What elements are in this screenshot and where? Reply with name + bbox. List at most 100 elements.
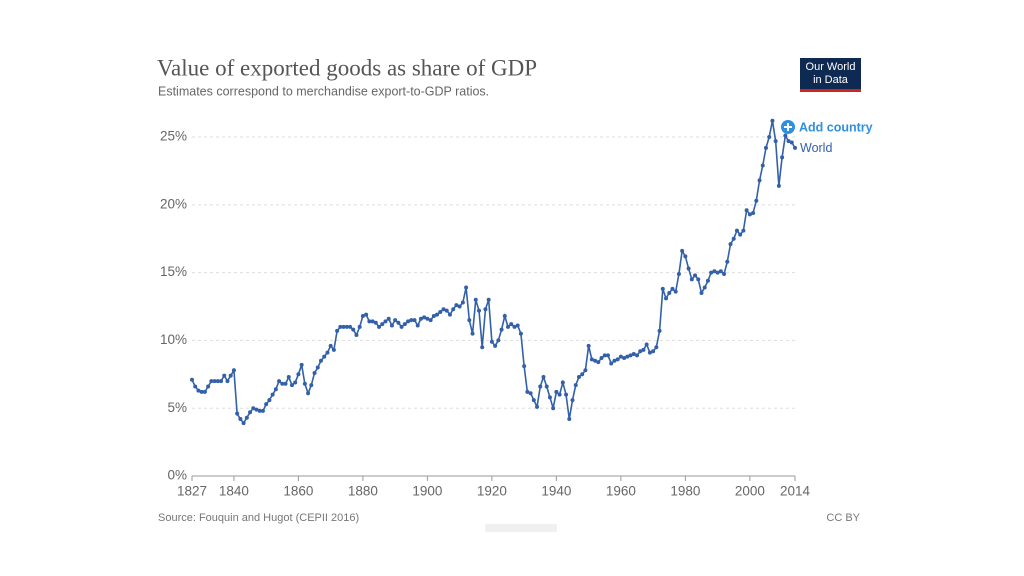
x-tick-label: 1940 [541, 484, 571, 499]
data-point [725, 259, 730, 264]
data-point [515, 323, 520, 328]
data-point [377, 324, 382, 329]
data-point [447, 312, 452, 317]
data-point [586, 343, 591, 348]
data-point [696, 277, 701, 282]
data-point [409, 318, 414, 323]
data-point [219, 379, 224, 384]
add-country-button[interactable]: Add country [781, 120, 873, 134]
data-point [573, 383, 578, 388]
data-point [457, 304, 462, 309]
data-point [293, 380, 298, 385]
data-point [435, 312, 440, 317]
data-point [493, 343, 498, 348]
x-tick-label: 2014 [780, 484, 811, 499]
data-point [331, 347, 336, 352]
data-point [499, 327, 504, 332]
data-point [602, 353, 607, 358]
data-point [596, 360, 601, 365]
data-point [451, 307, 456, 312]
data-point [680, 248, 685, 253]
data-point [225, 379, 230, 384]
data-point [244, 415, 249, 420]
data-point [612, 358, 617, 363]
y-tick-label: 15% [160, 264, 187, 279]
data-point [502, 314, 507, 319]
data-point [699, 290, 704, 295]
data-point [286, 375, 291, 380]
data-point [544, 384, 549, 389]
data-point [541, 375, 546, 380]
data-point [522, 364, 527, 369]
data-point [351, 327, 356, 332]
data-point [673, 289, 678, 294]
data-point [470, 331, 475, 336]
data-point [538, 384, 543, 389]
data-point [780, 155, 785, 160]
data-point [583, 368, 588, 373]
data-point [318, 358, 323, 363]
data-point [338, 324, 343, 329]
x-tick-label: 1827 [177, 484, 207, 499]
data-point [444, 308, 449, 313]
data-point [238, 417, 243, 422]
data-point [776, 183, 781, 188]
add-country-label[interactable]: Add country [799, 120, 873, 134]
data-point [306, 391, 311, 396]
data-point [734, 228, 739, 233]
data-point [560, 380, 565, 385]
data-point [341, 324, 346, 329]
data-point [686, 266, 691, 271]
data-point [257, 408, 262, 413]
data-point [525, 389, 530, 394]
data-point [454, 303, 459, 308]
data-point [486, 297, 491, 302]
data-point [718, 269, 723, 274]
data-point [480, 345, 485, 350]
data-point [231, 368, 236, 373]
data-point [605, 353, 610, 358]
data-point [638, 349, 643, 354]
data-point [467, 318, 472, 323]
data-point [754, 198, 759, 203]
data-point [767, 135, 772, 140]
data-point [354, 332, 359, 337]
data-point [554, 389, 559, 394]
data-point [473, 297, 478, 302]
license: CC BY [826, 512, 860, 524]
data-point [196, 388, 201, 393]
data-point [641, 347, 646, 352]
data-point [489, 339, 494, 344]
data-point [315, 365, 320, 370]
logo: Our World in Data [800, 58, 861, 92]
data-point [328, 343, 333, 348]
data-point [576, 375, 581, 380]
data-point [622, 356, 627, 361]
data-point [783, 133, 788, 138]
data-point [789, 140, 794, 145]
data-point [705, 278, 710, 283]
data-point [309, 383, 314, 388]
x-tick-label: 1980 [670, 484, 700, 499]
data-point [199, 389, 204, 394]
data-point [280, 381, 285, 386]
data-point [625, 354, 630, 359]
data-point [564, 392, 569, 397]
data-point [557, 392, 562, 397]
data-point [302, 381, 307, 386]
data-point [202, 389, 207, 394]
data-point [277, 379, 282, 384]
data-point [512, 324, 517, 329]
data-point [593, 358, 598, 363]
data-point [786, 139, 791, 144]
data-point [722, 271, 727, 276]
data-point [506, 324, 511, 329]
data-point [406, 319, 411, 324]
data-point [364, 312, 369, 317]
data-point [683, 254, 688, 259]
data-point [580, 372, 585, 377]
data-point [428, 318, 433, 323]
data-point [609, 361, 614, 366]
data-point [476, 308, 481, 313]
